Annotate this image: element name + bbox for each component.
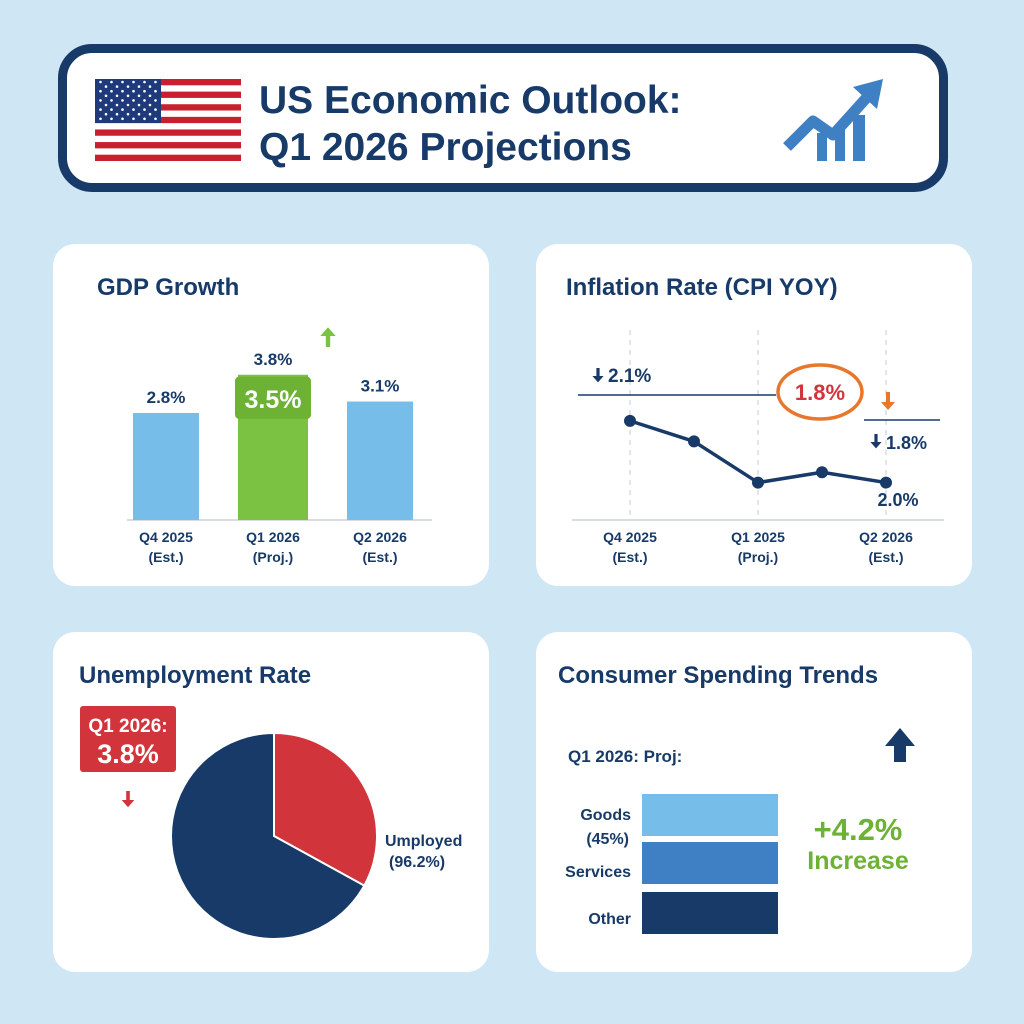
title-line-2: Q1 2026 Projections (259, 126, 632, 169)
spending-category-label: Other (588, 911, 631, 928)
down-arrow-icon (870, 434, 882, 449)
down-arrow-icon (121, 791, 135, 808)
gdp-category-label: Q4 2025 (139, 529, 193, 545)
gdp-bar (347, 401, 413, 520)
gdp-category-sublabel: (Proj.) (253, 549, 293, 565)
gdp-value-label: 3.1% (361, 377, 400, 396)
inflation-category-sublabel: (Proj.) (738, 549, 778, 565)
gdp-growth-card: GDP Growth 2.8% Q4 2025 (Est.) 3.8% Q1 2026 (… (53, 244, 489, 586)
spending-callout-label: Increase (807, 847, 909, 875)
gdp-category-sublabel: (Est.) (363, 549, 398, 565)
gdp-value-label: 3.8% (254, 350, 293, 369)
growth-chart-icon (783, 79, 883, 161)
page-title: US Economic Outlook: Q1 2026 Projections (259, 77, 682, 171)
spending-bar (642, 794, 778, 836)
inflation-annotation: 1.8% (795, 380, 845, 405)
inflation-category-label: Q2 2026 (859, 529, 913, 545)
gdp-highlight-label: 3.5% (245, 386, 302, 414)
inflation-point (752, 476, 764, 489)
inflation-annotation: 2.0% (877, 490, 918, 510)
gdp-chart-title: GDP Growth (97, 274, 240, 301)
down-arrow-icon (592, 368, 604, 383)
title-line-1: US Economic Outlook: (259, 79, 682, 122)
inflation-category-sublabel: (Est.) (613, 549, 648, 565)
gdp-value-label: 2.8% (147, 388, 186, 407)
pie-slice (170, 731, 366, 940)
inflation-point (688, 435, 700, 448)
spending-bar (642, 842, 778, 884)
inflation-point (880, 476, 892, 489)
pie-slice-label: Umployed (385, 833, 462, 850)
inflation-chart-title: Inflation Rate (CPI YOY) (566, 274, 838, 301)
spending-bar (642, 892, 778, 934)
gdp-category-label: Q2 2026 (353, 529, 407, 545)
unemployment-callout-value: 3.8% (97, 739, 159, 769)
us-flag-icon (95, 79, 241, 161)
gdp-category-label: Q1 2026 (246, 529, 300, 545)
spending-category-label: Services (565, 864, 631, 881)
gdp-bar-chart: 2.8% Q4 2025 (Est.) 3.8% Q1 2026 (Proj.) 3.1% Q… (127, 327, 432, 565)
down-arrow-icon (881, 392, 895, 410)
inflation-annotation: 1.8% (886, 433, 927, 453)
spending-chart-title: Consumer Spending Trends (558, 662, 879, 689)
unemployment-card: Unemployment Rate Umployed (96.2%) Q1 2026… (53, 632, 489, 972)
inflation-point (624, 414, 636, 427)
pie-slice (273, 731, 378, 887)
inflation-category-label: Q4 2025 (603, 529, 657, 545)
gdp-highlight-badge (235, 376, 311, 419)
gdp-bar (133, 412, 199, 520)
inflation-annotation: 2.1% (608, 366, 651, 387)
spending-bar-chart: Q1 2026: Proj: Goods (45%) Services Other +4.… (565, 728, 915, 934)
inflation-point (816, 466, 828, 479)
spending-category-label: Goods (580, 807, 631, 824)
consumer-spending-card: Consumer Spending Trends Q1 2026: Proj: G… (536, 632, 972, 972)
header-banner: US Economic Outlook: Q1 2026 Projections (58, 44, 948, 192)
unemployment-callout-box (80, 706, 176, 772)
pie-slice-sublabel: (96.2%) (389, 854, 445, 871)
spending-category-sublabel: (45%) (586, 831, 629, 848)
up-arrow-icon (885, 728, 915, 762)
spending-callout-value: +4.2% (814, 812, 903, 847)
inflation-category-sublabel: (Est.) (869, 549, 904, 565)
gdp-category-sublabel: (Est.) (149, 549, 184, 565)
unemployment-chart-title: Unemployment Rate (79, 662, 312, 689)
spending-subtitle: Q1 2026: Proj: (568, 747, 682, 766)
up-arrow-icon (320, 327, 336, 347)
unemployment-pie-chart: Umployed (96.2%) Q1 2026:3.8% (80, 706, 462, 940)
inflation-card: Inflation Rate (CPI YOY) Q4 2025 (Est.) Q1… (536, 244, 972, 586)
inflation-highlight-circle (776, 363, 864, 421)
unemployment-callout-line1: Q1 2026: (88, 716, 167, 737)
inflation-category-label: Q1 2025 (731, 529, 785, 545)
inflation-line-chart: Q4 2025 (Est.) Q1 2025 (Proj.) Q2 2026 (Est.)… (572, 330, 944, 565)
